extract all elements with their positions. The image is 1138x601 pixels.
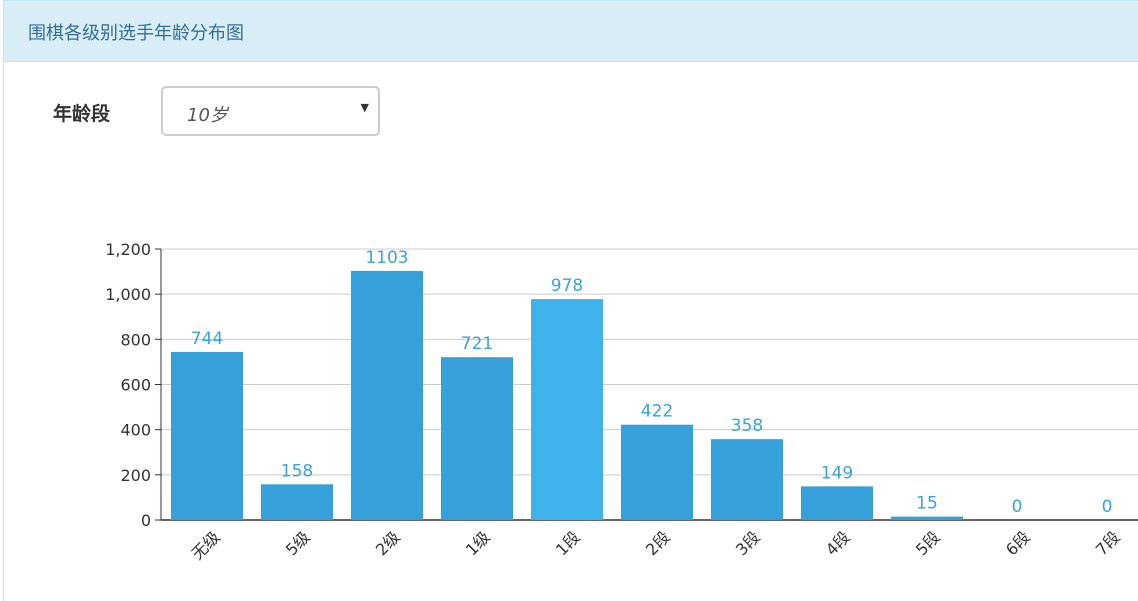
bar-value-label: 358 [731,416,763,436]
age-select-value: 10岁 [187,105,228,126]
bar [441,357,513,520]
x-tick-label: 2段 [642,527,674,559]
bar-value-label: 1103 [365,248,408,268]
x-tick-label: 4段 [822,527,854,559]
panel-heading: 围棋各级别选手年龄分布图 [4,1,1138,62]
page-title: 围棋各级别选手年龄分布图 [28,23,244,44]
bar-value-label: 158 [281,461,313,481]
x-tick-label: 1级 [462,527,494,559]
bar-value-label: 0 [1012,497,1023,517]
bar [891,516,963,520]
bar [711,439,783,520]
bar-value-label: 721 [461,334,493,354]
bar-value-label: 744 [191,329,223,349]
y-tick-label: 600 [120,376,151,395]
y-tick-label: 0 [141,511,151,530]
bar-value-label: 149 [821,463,853,483]
caret-down-icon: ▼ [360,101,369,114]
bar [801,486,873,520]
age-select[interactable]: 10岁 ▼ [161,86,380,136]
y-tick-label: 800 [120,330,151,349]
x-tick-label: 6段 [1002,527,1034,559]
x-tick-label: 7段 [1092,527,1124,559]
x-tick-label: 无级 [188,527,224,563]
bar [351,270,423,520]
y-tick-label: 1,200 [105,240,151,259]
x-tick-label: 3段 [732,527,764,559]
age-filter-label: 年龄段 [53,103,111,125]
bar-value-label: 422 [641,402,673,422]
bar-value-label: 0 [1102,497,1113,517]
bar [171,351,243,520]
bar [531,299,603,520]
bar-value-label: 978 [551,276,583,296]
y-tick-label: 200 [120,466,151,485]
x-tick-label: 5段 [912,527,944,559]
y-tick-label: 400 [120,421,151,440]
y-tick-label: 1,000 [105,285,151,304]
x-tick-label: 2级 [372,527,404,559]
bar [621,424,693,520]
bar [261,484,333,520]
x-tick-label: 5级 [282,527,314,559]
bar-value-label: 15 [916,494,938,514]
x-tick-label: 1段 [552,527,584,559]
